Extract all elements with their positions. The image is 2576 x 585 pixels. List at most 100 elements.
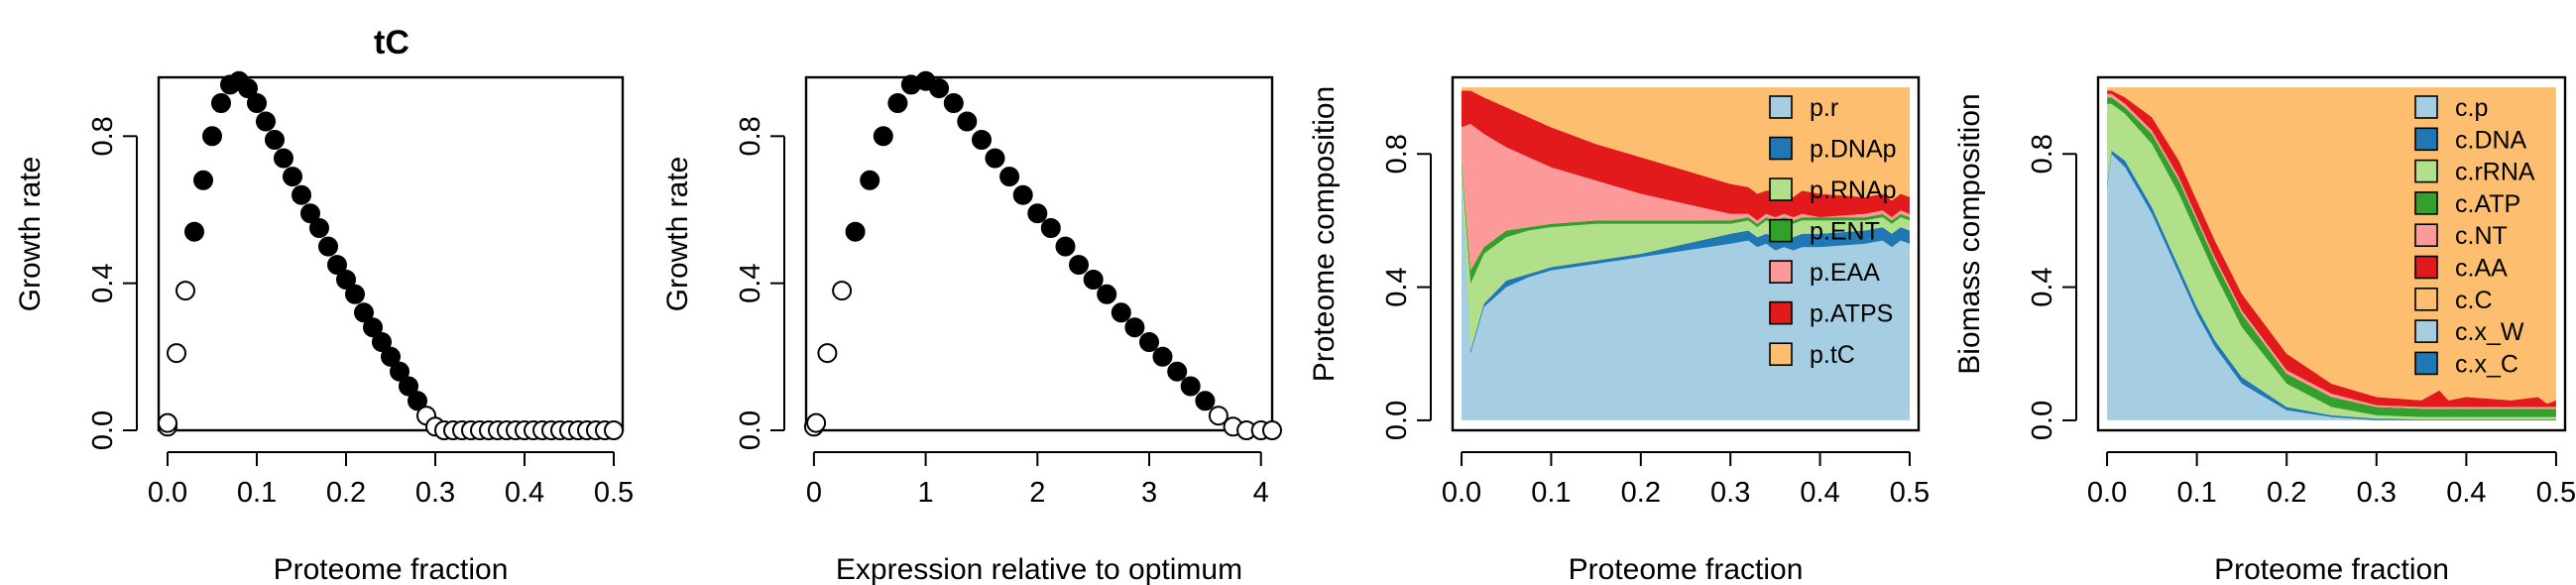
y-tick-label: 0.8 [2027,134,2058,174]
area-p-ENT [1462,161,1910,285]
x-tick-label: 0.1 [1531,477,1571,509]
data-point [193,170,213,190]
data-point [274,148,293,169]
area-p-EAA [1462,124,1910,271]
figure-title: tC [374,24,410,61]
data-point [1097,284,1117,304]
data-point [929,78,950,99]
data-point [176,281,195,301]
x-axis-label: Proteome fraction [1569,553,1804,585]
data-point [1167,361,1188,382]
legend-label: c.ATP [2455,190,2520,218]
chart-panel-4: 0.0 0.1 0.2 0.3 0.4 0.5 Proteome fraction 0.0 0.… [1953,75,2576,585]
area-c-rRNA [2107,103,2556,419]
x-tick-label: 0.4 [505,477,544,509]
data-point [399,376,418,397]
data-point [256,111,276,132]
data-point [1111,302,1131,323]
legend-swatch [1769,177,1793,201]
chart-panel-2: 0 1 2 3 4 Expression relative to optimum 0.0 0.… [661,70,1282,585]
x-tick-label: 0.3 [1710,477,1750,509]
y-tick-label: 0.0 [87,410,119,450]
y-tick-label: 0.4 [735,264,766,303]
data-point [832,281,853,301]
x-tick-label: 0.4 [1800,477,1839,509]
data-point [860,170,880,190]
data-point [309,218,329,238]
data-point [283,167,302,187]
data-point [247,93,267,113]
y-tick-label: 0.0 [1381,401,1413,440]
legend-swatch [1769,218,1793,243]
data-point [292,184,311,205]
data-point [408,391,427,411]
x-tick-label: 0.1 [237,477,277,509]
x-tick-label: 2 [1029,477,1045,509]
data-point [211,93,231,113]
data-point [300,203,320,224]
legend-label: c.x_C [2455,350,2518,378]
legend-swatch [2414,255,2438,280]
data-point [265,130,285,150]
x-tick-label: 0.2 [1621,477,1661,509]
legend-label: c.rRNA [2455,159,2535,186]
data-point [1139,332,1159,352]
data-point [604,420,624,440]
data-point [184,221,204,242]
data-point [957,111,978,132]
y-axis-label: Proteome composition [1308,86,1341,382]
area-c-C [2107,87,2556,405]
data-point [887,93,908,113]
data-point [345,284,365,304]
legend-swatch [2414,223,2438,248]
y-tick-label: 0.8 [1381,134,1413,174]
data-point [873,126,893,147]
y-tick-label: 0.0 [2027,401,2058,440]
chart-panel-1: 0.0 0.1 0.2 0.3 0.4 0.5 Proteome fraction 0.0 0.… [14,70,634,585]
chart-panel-3: 0.0 0.1 0.2 0.3 0.4 0.5 Proteome fraction 0.0 0.… [1308,75,1930,585]
data-point [372,332,392,352]
x-tick-label: 1 [918,477,934,509]
x-tick-label: 0.0 [2087,477,2127,509]
data-point [381,346,401,367]
data-point [999,167,1020,187]
data-point [943,93,964,113]
legend-swatch [1769,260,1793,284]
x-axis-label: Proteome fraction [274,553,509,585]
plot-frame [2096,75,2567,432]
y-tick-label: 0.4 [87,264,119,303]
x-tick-label: 0.5 [1890,477,1930,509]
x-tick-label: 0.3 [2357,477,2397,509]
legend-swatch [2414,351,2438,376]
data-point [390,361,410,382]
legend-label: p.ATPS [1810,300,1893,328]
legend-label: p.ENT [1810,218,1880,246]
data-point [1152,346,1173,367]
data-point [845,221,866,242]
legend-label: p.DNAp [1810,136,1897,164]
legend-label: p.RNAp [1810,176,1897,204]
x-tick-label: 0.0 [1442,477,1481,509]
legend-swatch [2414,95,2438,119]
x-axis-label: Proteome fraction [2214,553,2449,585]
plot-frame [804,75,1274,432]
legend-swatch [1769,136,1793,161]
data-point [1055,236,1076,257]
area-c-DNA [2107,150,2556,420]
x-tick-label: 0.0 [148,477,187,509]
area-p-DNAp [1462,183,1910,354]
legend-label: p.tC [1810,341,1855,369]
x-tick-label: 0.1 [2176,477,2216,509]
area-p-tC [1462,87,1910,201]
data-point [972,130,992,150]
data-point [1208,406,1229,426]
data-point [238,78,258,99]
data-point [1195,391,1216,411]
x-tick-label: 0.5 [2536,477,2576,509]
data-point [1027,203,1048,224]
x-tick-label: 0.3 [415,477,455,509]
y-tick-label: 0.4 [2027,267,2058,306]
legend-label: c.AA [2455,255,2508,283]
data-point [1124,317,1145,338]
